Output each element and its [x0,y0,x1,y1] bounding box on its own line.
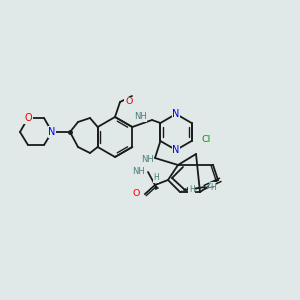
Text: NH: NH [141,155,153,164]
Text: H: H [153,173,159,182]
Text: O: O [24,113,32,123]
Text: O: O [133,190,140,199]
Text: NH: NH [134,112,146,121]
Polygon shape [155,185,159,190]
Text: H: H [189,184,195,194]
Text: Cl: Cl [202,134,211,143]
Text: H: H [210,182,216,191]
Text: z: z [194,188,197,194]
Text: N: N [172,109,180,119]
Text: N: N [48,127,56,137]
Text: N: N [172,145,180,155]
Text: NH: NH [132,167,145,176]
Text: O: O [125,98,132,106]
